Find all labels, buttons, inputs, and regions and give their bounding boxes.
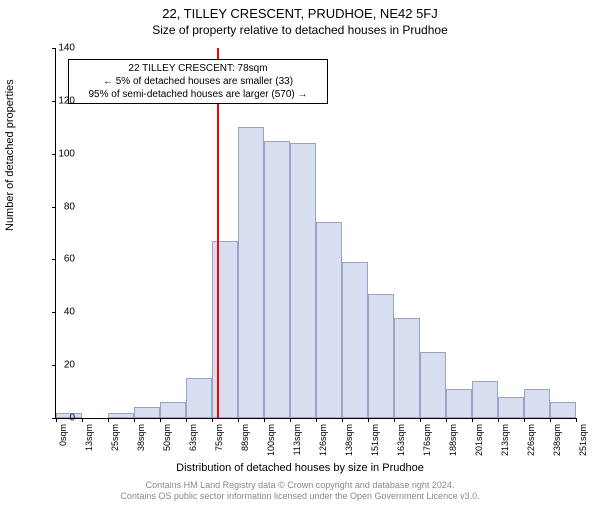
x-tick-mark	[212, 418, 213, 422]
y-tick-label: 120	[53, 95, 75, 106]
x-tick-label: 138sqm	[344, 424, 354, 456]
x-tick-mark	[238, 418, 239, 422]
x-tick-label: 63sqm	[188, 424, 198, 451]
y-tick-label: 0	[53, 413, 75, 424]
chart-title-address: 22, TILLEY CRESCENT, PRUDHOE, NE42 5FJ	[0, 6, 600, 21]
x-tick-label: 0sqm	[58, 424, 68, 446]
x-tick-label: 151sqm	[370, 424, 380, 456]
y-tick-label: 20	[53, 360, 75, 371]
x-tick-mark	[550, 418, 551, 422]
x-tick-label: 188sqm	[448, 424, 458, 456]
x-tick-label: 13sqm	[84, 424, 94, 451]
histogram-bar	[108, 413, 134, 418]
histogram-bar	[498, 397, 524, 418]
x-tick-label: 251sqm	[578, 424, 588, 456]
x-tick-mark	[368, 418, 369, 422]
x-tick-label: 126sqm	[318, 424, 328, 456]
x-tick-mark	[498, 418, 499, 422]
y-tick-label: 40	[53, 307, 75, 318]
x-tick-label: 176sqm	[422, 424, 432, 456]
x-tick-mark	[134, 418, 135, 422]
y-axis-label: Number of detached properties	[4, 79, 16, 231]
y-tick-label: 140	[53, 43, 75, 54]
x-tick-mark	[420, 418, 421, 422]
x-tick-label: 88sqm	[240, 424, 250, 451]
footer-line1: Contains HM Land Registry data © Crown c…	[0, 480, 600, 491]
chart-container: 22, TILLEY CRESCENT, PRUDHOE, NE42 5FJ S…	[0, 6, 600, 506]
x-tick-mark	[524, 418, 525, 422]
y-tick-label: 100	[53, 148, 75, 159]
histogram-bar	[524, 389, 550, 418]
x-tick-mark	[82, 418, 83, 422]
y-tick-label: 60	[53, 254, 75, 265]
annotation-line2: ← 5% of detached houses are smaller (33)	[73, 75, 323, 88]
x-tick-mark	[160, 418, 161, 422]
chart-subtitle: Size of property relative to detached ho…	[0, 23, 600, 37]
annotation-box: 22 TILLEY CRESCENT: 78sqm ← 5% of detach…	[68, 59, 328, 104]
footer-attribution: Contains HM Land Registry data © Crown c…	[0, 480, 600, 503]
x-tick-mark	[576, 418, 577, 422]
x-tick-label: 113sqm	[292, 424, 302, 455]
x-tick-mark	[394, 418, 395, 422]
footer-line2: Contains OS public sector information li…	[0, 491, 600, 502]
histogram-bar	[368, 294, 394, 418]
histogram-bar	[472, 381, 498, 418]
histogram-bar	[290, 143, 316, 418]
x-tick-mark	[446, 418, 447, 422]
x-tick-mark	[472, 418, 473, 422]
x-tick-label: 201sqm	[474, 424, 484, 456]
x-tick-label: 163sqm	[396, 424, 406, 456]
histogram-bar	[134, 407, 160, 418]
x-tick-label: 50sqm	[162, 424, 172, 451]
x-axis-label: Distribution of detached houses by size …	[0, 462, 600, 474]
x-tick-mark	[290, 418, 291, 422]
x-tick-label: 75sqm	[214, 424, 224, 451]
x-tick-mark	[342, 418, 343, 422]
histogram-bar	[264, 141, 290, 419]
histogram-bar	[186, 378, 212, 418]
x-tick-mark	[186, 418, 187, 422]
histogram-bar	[446, 389, 472, 418]
x-tick-mark	[108, 418, 109, 422]
histogram-bar	[550, 402, 576, 418]
histogram-bar	[160, 402, 186, 418]
x-tick-label: 213sqm	[500, 424, 510, 456]
x-tick-label: 226sqm	[526, 424, 536, 456]
x-tick-label: 100sqm	[266, 424, 276, 456]
histogram-bar	[342, 262, 368, 418]
histogram-bar	[394, 318, 420, 418]
x-tick-label: 238sqm	[552, 424, 562, 456]
histogram-bar	[238, 127, 264, 418]
x-tick-mark	[264, 418, 265, 422]
x-tick-mark	[316, 418, 317, 422]
x-tick-label: 38sqm	[136, 424, 146, 451]
annotation-line1: 22 TILLEY CRESCENT: 78sqm	[73, 62, 323, 75]
x-tick-label: 25sqm	[110, 424, 120, 451]
annotation-line3: 95% of semi-detached houses are larger (…	[73, 88, 323, 101]
histogram-bar	[420, 352, 446, 418]
y-tick-label: 80	[53, 201, 75, 212]
histogram-bar	[316, 222, 342, 418]
